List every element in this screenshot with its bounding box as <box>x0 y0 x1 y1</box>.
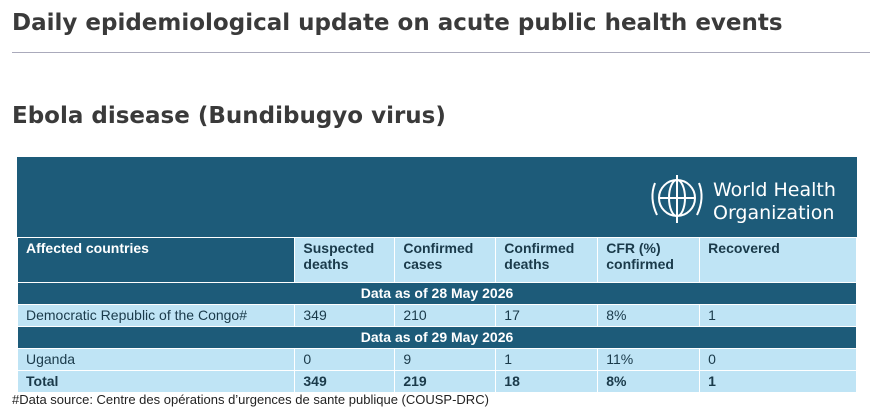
table-cell: 1 <box>699 304 857 327</box>
column-header: Confirmed cases <box>394 237 497 283</box>
column-header: CFR (%) confirmed <box>597 237 701 283</box>
header-text: Confirmed <box>403 240 474 256</box>
table-cell: 0 <box>294 348 396 371</box>
header-text: deaths <box>303 256 349 272</box>
column-header: Recovered <box>699 237 857 283</box>
header-text: CFR (%) <box>606 240 661 256</box>
table-cell: Uganda <box>16 348 296 371</box>
header-text: Affected countries <box>26 240 149 256</box>
group-row: Data as of 29 May 2026 <box>17 326 857 349</box>
table-cell: 8% <box>597 304 701 327</box>
header-text: Suspected <box>303 240 375 256</box>
table-row: Total 349 219 18 8% 1 <box>16 370 857 393</box>
table-cell: 349 <box>294 370 396 393</box>
divider <box>12 52 870 53</box>
table-cell: 8% <box>597 370 701 393</box>
table-cell: 219 <box>394 370 497 393</box>
table-box: World Health Organization Affected count… <box>16 157 857 393</box>
logo-text: Organization <box>713 202 834 224</box>
table-cell: 0 <box>699 348 857 371</box>
table-row: Uganda 0 9 1 11% 0 <box>16 348 857 371</box>
table-cell: Democratic Republic of the Congo# <box>16 304 296 327</box>
table-cell: 9 <box>394 348 497 371</box>
table-cell: Total <box>16 370 296 393</box>
table-banner: World Health Organization <box>17 157 857 237</box>
table-cell: 18 <box>495 370 599 393</box>
header-text: Confirmed <box>504 240 575 256</box>
table-cell: 1 <box>495 348 599 371</box>
logo-text: World Health <box>713 179 836 201</box>
header-text: cases <box>403 256 443 272</box>
table-cell: 17 <box>495 304 599 327</box>
table-cell: 349 <box>294 304 396 327</box>
column-header: Suspected deaths <box>294 237 396 283</box>
header-text: Recovered <box>708 240 780 256</box>
table-cell: 1 <box>699 370 857 393</box>
header-row: Affected countries Suspected deaths Confirm… <box>16 237 857 283</box>
header-text: confirmed <box>606 256 674 272</box>
column-header: Confirmed deaths <box>495 237 599 283</box>
table-cell: 210 <box>394 304 497 327</box>
data-table: Affected countries Suspected deaths Confirm… <box>16 237 857 393</box>
section-title: Ebola disease (Bundibugyo virus) <box>12 103 446 129</box>
table-cell: 11% <box>597 348 701 371</box>
column-header: Affected countries <box>16 237 296 283</box>
who-logo: World Health Organization <box>651 175 836 224</box>
page-title: Daily epidemiological update on acute pu… <box>12 10 783 36</box>
group-label: Data as of 28 May 2026 <box>17 282 857 305</box>
header-text: deaths <box>504 256 550 272</box>
table-row: Democratic Republic of the Congo# 349 210 1… <box>16 304 857 327</box>
group-label: Data as of 29 May 2026 <box>17 326 857 349</box>
group-row: Data as of 28 May 2026 <box>17 282 857 305</box>
footnote: #Data source: Centre des opérations d’ur… <box>12 392 489 407</box>
